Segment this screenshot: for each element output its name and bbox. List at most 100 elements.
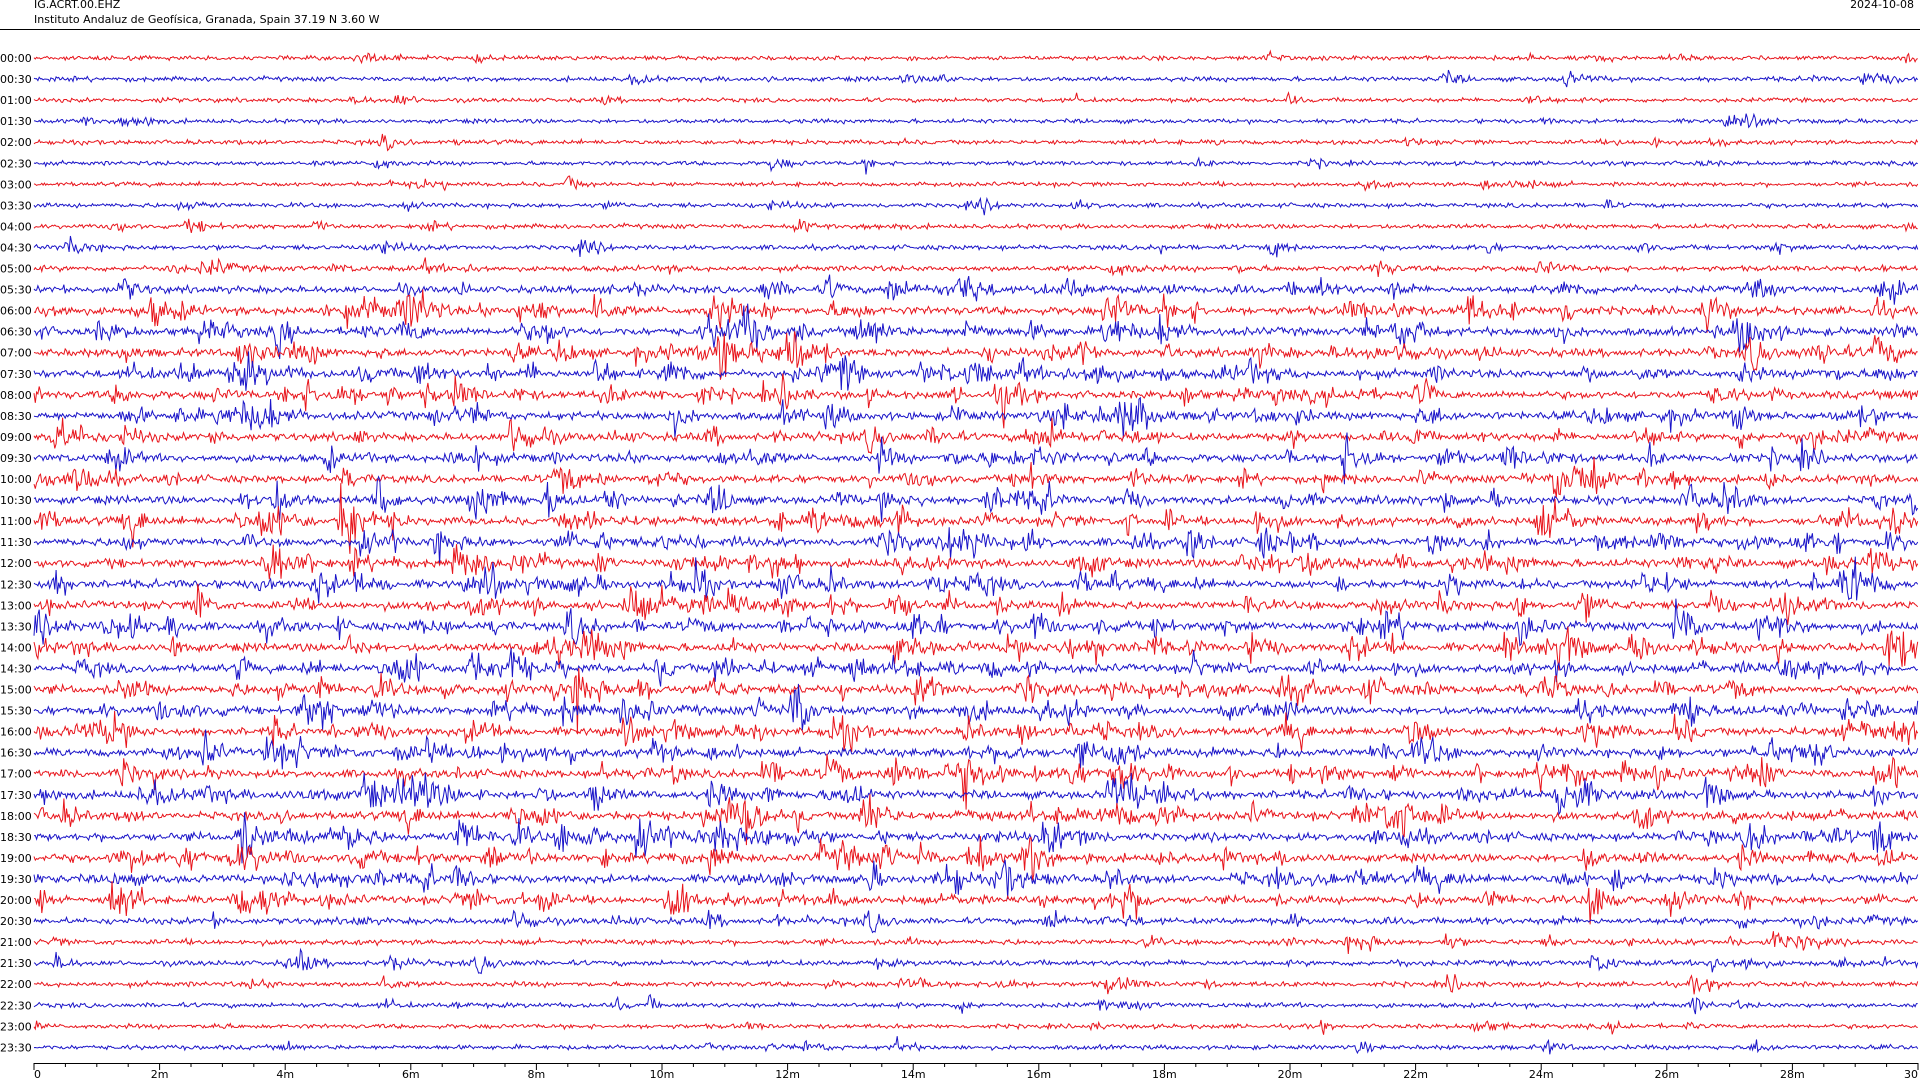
row-label: 18:30 (0, 831, 32, 844)
trace-line (33, 156, 1918, 175)
x-axis: 0 2m 4m 6m 8m 10m 12m 14m 16m 18m 20m 22m 24m 26m 28m 3… (33, 1063, 1919, 1080)
x-tick-label: 16m (1026, 1068, 1051, 1080)
row-label: 15:30 (0, 705, 32, 718)
trace-line (33, 289, 1919, 333)
trace-line (33, 947, 1919, 975)
trace-line (33, 303, 1919, 360)
row-label: 13:00 (0, 599, 32, 612)
row-label: 16:30 (0, 747, 32, 760)
trace-line (33, 598, 1919, 647)
trace-line (33, 274, 1919, 305)
row-label: 06:00 (0, 305, 32, 318)
trace-line (33, 91, 1919, 106)
row-label: 03:30 (0, 199, 32, 212)
trace-line (33, 69, 1919, 88)
trace-line (33, 683, 1919, 731)
row-label: 21:00 (0, 936, 32, 949)
row-label: 03:00 (0, 178, 32, 191)
row-label-group: 00:00 00:30 01:00 01:30 02:00 02:30 03:00 03:30… (0, 52, 32, 1054)
trace-line (33, 931, 1918, 954)
trace-line (33, 993, 1918, 1015)
row-label: 02:00 (0, 136, 32, 149)
row-label: 11:00 (0, 515, 32, 528)
trace-line (33, 527, 1919, 565)
station-subtitle: Instituto Andaluz de Geofísica, Granada,… (34, 13, 380, 26)
trace-line (33, 544, 1919, 580)
x-tick-label: 0 (34, 1068, 41, 1080)
x-tick-label: 14m (901, 1068, 926, 1080)
row-label: 21:30 (0, 957, 32, 970)
trace-line (33, 909, 1919, 934)
row-label: 07:00 (0, 347, 32, 360)
x-tick-label: 6m (402, 1068, 420, 1080)
row-label: 12:00 (0, 557, 32, 570)
x-tick-label: 28m (1780, 1068, 1805, 1080)
trace-line (33, 648, 1919, 687)
x-tick-label: 30 (1904, 1068, 1918, 1080)
trace-line (33, 456, 1919, 498)
row-label: 20:30 (0, 915, 32, 928)
row-label: 10:30 (0, 494, 32, 507)
date-label: 2024-10-08 (1850, 0, 1914, 11)
row-label: 08:30 (0, 410, 32, 423)
row-label: 23:30 (0, 1041, 32, 1054)
row-label: 11:30 (0, 536, 32, 549)
row-label: 13:30 (0, 620, 32, 633)
x-tick-label: 8m (528, 1068, 546, 1080)
trace-line (33, 753, 1919, 810)
trace-line (33, 710, 1919, 753)
row-label: 09:30 (0, 452, 32, 465)
x-tick-label: 4m (276, 1068, 294, 1080)
trace-line (33, 175, 1919, 192)
row-label: 18:00 (0, 810, 32, 823)
x-tick-label: 20m (1278, 1068, 1303, 1080)
row-label: 15:00 (0, 684, 32, 697)
trace-line (33, 396, 1919, 439)
row-label: 00:00 (0, 52, 32, 65)
trace-line (33, 133, 1919, 152)
trace-line (33, 49, 1918, 65)
row-label: 14:30 (0, 662, 32, 675)
trace-line (33, 974, 1919, 995)
row-label: 17:30 (0, 789, 32, 802)
trace-line (33, 859, 1919, 900)
trace-line (33, 235, 1919, 258)
trace-line (33, 729, 1919, 770)
row-label: 17:00 (0, 768, 32, 781)
row-label: 01:00 (0, 94, 32, 107)
trace-line (33, 1019, 1918, 1035)
trace-line (33, 112, 1918, 129)
row-label: 04:30 (0, 241, 32, 254)
station-code: IG.ACRT.00.EHZ (34, 0, 121, 11)
trace-line (33, 432, 1918, 485)
row-label: 08:00 (0, 389, 32, 402)
row-label: 14:00 (0, 641, 32, 654)
row-label: 04:00 (0, 220, 32, 233)
row-label: 01:30 (0, 115, 32, 128)
row-label: 20:00 (0, 894, 32, 907)
trace-line (33, 583, 1919, 625)
trace-group (33, 49, 1919, 1055)
row-label: 16:00 (0, 726, 32, 739)
x-tick-label: 2m (151, 1068, 169, 1080)
trace-line (33, 373, 1919, 429)
row-label: 10:00 (0, 473, 32, 486)
trace-line (33, 417, 1919, 455)
trace-line (33, 1036, 1919, 1055)
row-label: 07:30 (0, 368, 32, 381)
x-tick-label: 22m (1403, 1068, 1428, 1080)
row-label: 05:00 (0, 263, 32, 276)
trace-line (33, 196, 1919, 216)
row-label: 02:30 (0, 157, 32, 170)
x-tick-label: 12m (775, 1068, 800, 1080)
x-tick-label: 26m (1654, 1068, 1679, 1080)
row-label: 12:30 (0, 578, 32, 591)
trace-line (33, 772, 1919, 816)
trace-line (33, 793, 1919, 846)
row-label: 19:00 (0, 852, 32, 865)
trace-line (33, 483, 1919, 554)
x-tick-label: 18m (1152, 1068, 1177, 1080)
x-tick-label: 10m (650, 1068, 675, 1080)
x-tick-label: 24m (1529, 1068, 1554, 1080)
